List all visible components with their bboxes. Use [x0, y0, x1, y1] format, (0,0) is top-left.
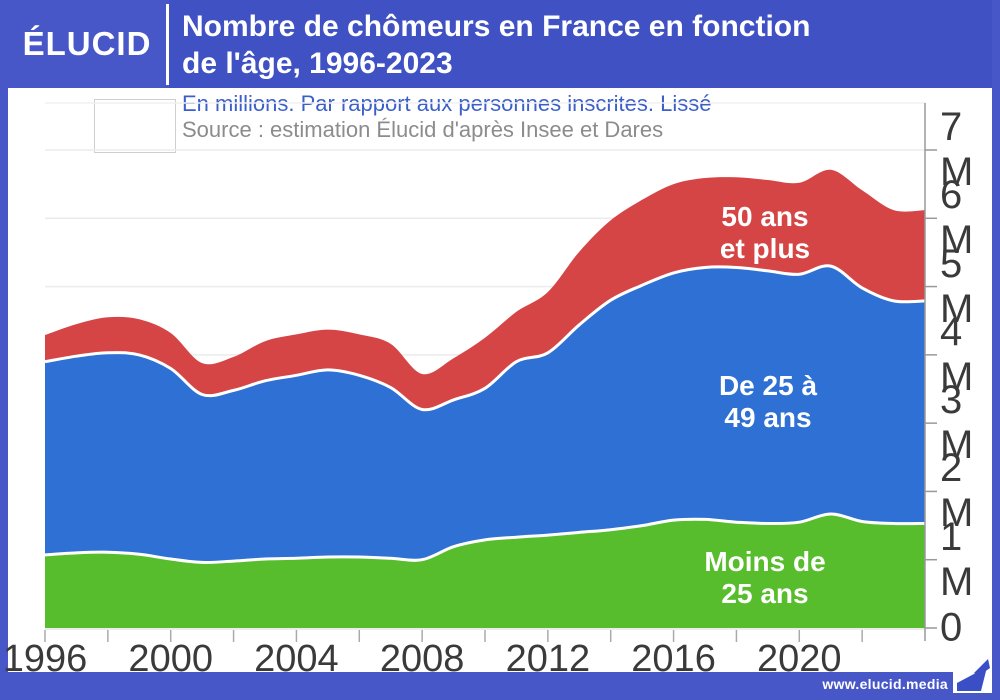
- y-axis-label: 4 M: [940, 309, 974, 399]
- x-axis-label: 1996: [2, 638, 88, 680]
- y-axis-label: 3 M: [940, 378, 974, 468]
- y-axis-label: 6 M: [940, 173, 974, 263]
- y-axis-label: 2 M: [940, 446, 974, 536]
- x-axis-label: 2012: [505, 638, 591, 680]
- y-axis-label: 0: [940, 605, 963, 650]
- area-label-25-49: De 25 à 49 ans: [718, 369, 818, 433]
- page-title: Nombre de chômeurs en France en fonction…: [169, 0, 992, 82]
- x-axis-label: 2016: [631, 638, 716, 680]
- y-axis-label: 1 M: [940, 514, 974, 604]
- area-label-moins-25: Moins de 25 ans: [704, 545, 826, 609]
- chart-source: Source : estimation Élucid d'après Insee…: [182, 117, 664, 142]
- footer-logo-patch: [953, 651, 992, 693]
- x-axis-label: 2008: [379, 638, 465, 680]
- elucid-logo: ÉLUCID: [8, 0, 166, 88]
- footer-url: www.elucid.media: [822, 676, 948, 692]
- y-axis-label: 5 M: [940, 241, 974, 331]
- x-axis-label: 2020: [757, 638, 842, 680]
- page-title-line2: de l'âge, 1996-2023: [182, 47, 453, 80]
- page-title-line1: Nombre de chômeurs en France en fonction: [182, 10, 811, 43]
- y-axis-label: 7 M: [940, 105, 974, 194]
- elucid-logo-text: ÉLUCID: [22, 25, 152, 62]
- elucid-arrow-icon: [957, 659, 990, 691]
- title-box: Nombre de chômeurs en France en fonction…: [169, 0, 992, 88]
- x-axis-label: 2004: [254, 638, 339, 680]
- header-divider: [166, 4, 169, 85]
- x-axis-label: 2000: [128, 638, 213, 680]
- area-label-50-et-plus: 50 ans et plus: [719, 200, 811, 264]
